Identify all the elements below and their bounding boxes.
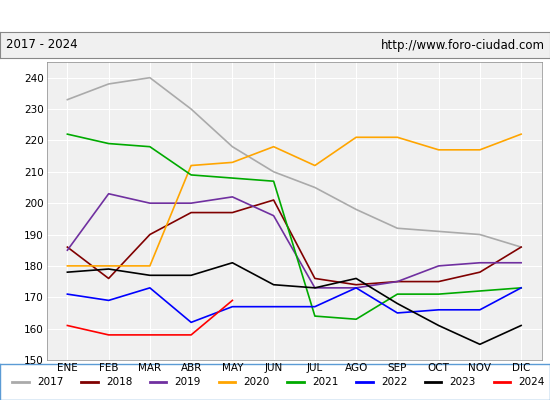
Text: Evolucion del paro registrado en Breda: Evolucion del paro registrado en Breda [126, 8, 424, 24]
Text: 2019: 2019 [175, 377, 201, 387]
Text: 2024: 2024 [518, 377, 544, 387]
Text: 2017: 2017 [37, 377, 63, 387]
Text: 2021: 2021 [312, 377, 338, 387]
Text: http://www.foro-ciudad.com: http://www.foro-ciudad.com [381, 38, 544, 52]
Text: 2023: 2023 [450, 377, 476, 387]
Text: 2018: 2018 [106, 377, 132, 387]
Text: 2020: 2020 [243, 377, 270, 387]
Text: 2022: 2022 [381, 377, 407, 387]
Text: 2017 - 2024: 2017 - 2024 [6, 38, 77, 52]
